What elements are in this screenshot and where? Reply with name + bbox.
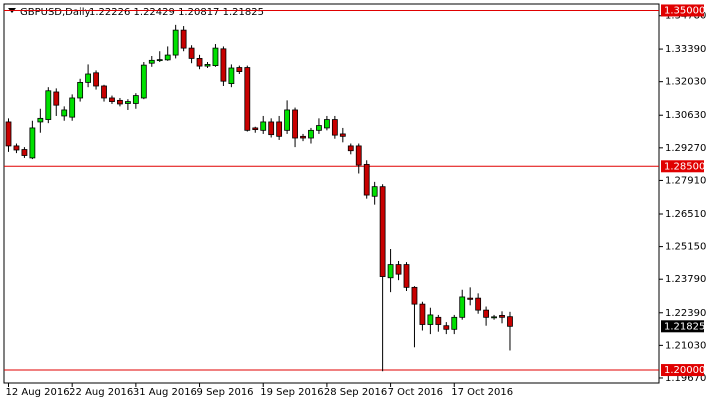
candle-body [260,121,267,131]
candle-body [300,135,306,139]
candle-body [308,129,314,139]
level-label: 1.20000 [664,365,705,376]
x-tick-label: 12 Aug 2016 [6,387,70,398]
candle-body [212,47,219,67]
candle-body [45,90,52,120]
candle-body [323,119,330,129]
x-tick-label: 19 Sep 2016 [260,387,323,398]
candle-body [379,186,386,277]
candle-body [459,296,466,318]
candle-body [29,127,36,159]
candle-body [387,264,394,279]
y-tick-label: 1.27910 [665,175,706,186]
candle-body [467,297,474,300]
x-tick-label: 17 Oct 2016 [451,387,513,398]
candle-body [21,149,28,156]
candle-body [363,163,370,196]
x-tick-label: 7 Oct 2016 [388,387,443,398]
candle-body [284,109,291,131]
y-tick-label: 1.30630 [665,110,706,121]
candle-body [244,67,251,131]
y-tick-label: 1.22390 [665,308,706,319]
y-tick-label: 1.25150 [665,242,706,253]
candle-body [427,314,434,325]
level-label-box [661,160,704,173]
level-label: 1.28500 [664,161,705,172]
candle-body [53,91,60,106]
candle-body [117,99,123,105]
candle-body [355,145,362,166]
candle-body [125,101,131,104]
candle-body [156,59,163,62]
candle-body [93,72,99,87]
candle-body [331,119,338,136]
candle-body [236,67,243,73]
x-tick-label: 22 Aug 2016 [69,387,133,398]
candle-body [395,264,402,275]
candle-body [292,109,298,139]
symbol-label: GBPUSD,Daily [20,7,91,18]
candle-body [411,286,418,305]
candle-body [228,67,235,84]
candle-body [69,97,76,118]
plot-frame [3,3,660,384]
candle-body [140,64,147,99]
x-tick-label: 31 Aug 2016 [133,387,197,398]
y-tick-label: 1.23790 [665,274,706,285]
candle-body [164,54,171,61]
candle-body [77,81,84,99]
candle-body [339,133,346,137]
y-tick-label: 1.26510 [665,209,706,220]
y-tick-label: 1.29270 [665,143,706,154]
candle-body [85,73,91,83]
candle-body [491,316,497,319]
candle-body [188,47,195,59]
candle-body [13,145,20,151]
candle-body [483,309,490,318]
candle-body [435,316,442,325]
candle-body [37,117,44,123]
y-tick-label: 1.33390 [665,44,706,55]
candle-body [507,316,513,327]
candle-body [419,303,426,325]
candle-body [451,316,458,330]
candle-body [132,95,139,104]
candle-body [220,48,227,82]
candle-body [347,145,354,152]
candle-body [109,97,115,102]
candle-body [403,264,410,288]
x-tick-label: 9 Sep 2016 [197,387,254,398]
y-tick-label: 1.19670 [665,373,706,384]
candle-body [180,29,187,49]
candle-body [61,109,68,117]
candle-body [268,121,275,136]
y-tick-label: 1.21030 [665,340,706,351]
candle-body [443,325,450,330]
candle-body [252,127,259,131]
y-tick-label: 1.32030 [665,77,706,88]
level-label: 1.35000 [664,5,705,16]
candle-body [276,121,283,137]
last-price-box [661,320,704,333]
candle-body [475,297,482,311]
candle-body [204,64,211,67]
candle-body [371,186,378,197]
last-price-label: 1.21825 [664,321,705,332]
candle-body [5,121,12,147]
candle-body [499,314,505,318]
level-label-box [661,4,704,17]
x-tick-label: 28 Sep 2016 [324,387,387,398]
level-label-box [661,364,704,377]
candle-body [196,58,203,67]
header-values: 1.22226 1.22429 1.20817 1.21825 [89,7,264,18]
candle-body [172,29,179,56]
candle-body [101,85,107,99]
candle-body [316,125,322,131]
candle-body [148,59,155,64]
